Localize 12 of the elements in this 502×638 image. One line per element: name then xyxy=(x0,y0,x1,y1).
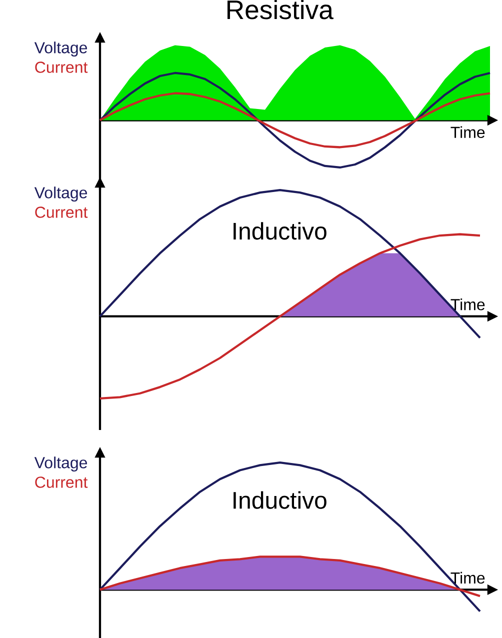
text: Inductivo xyxy=(234,491,326,509)
text: Voltage xyxy=(34,186,88,202)
chart-title: Resistiva xyxy=(228,0,334,20)
text: Inductivo xyxy=(234,222,326,240)
text: Current xyxy=(35,62,88,73)
x-axis-title: Time xyxy=(450,126,485,138)
text: Current xyxy=(35,206,88,218)
text: Voltage xyxy=(34,42,88,57)
x-axis-title: Time xyxy=(450,572,485,584)
text: Current xyxy=(35,476,88,488)
text: Voltage xyxy=(34,456,88,472)
x-axis-title: Time xyxy=(450,298,485,310)
